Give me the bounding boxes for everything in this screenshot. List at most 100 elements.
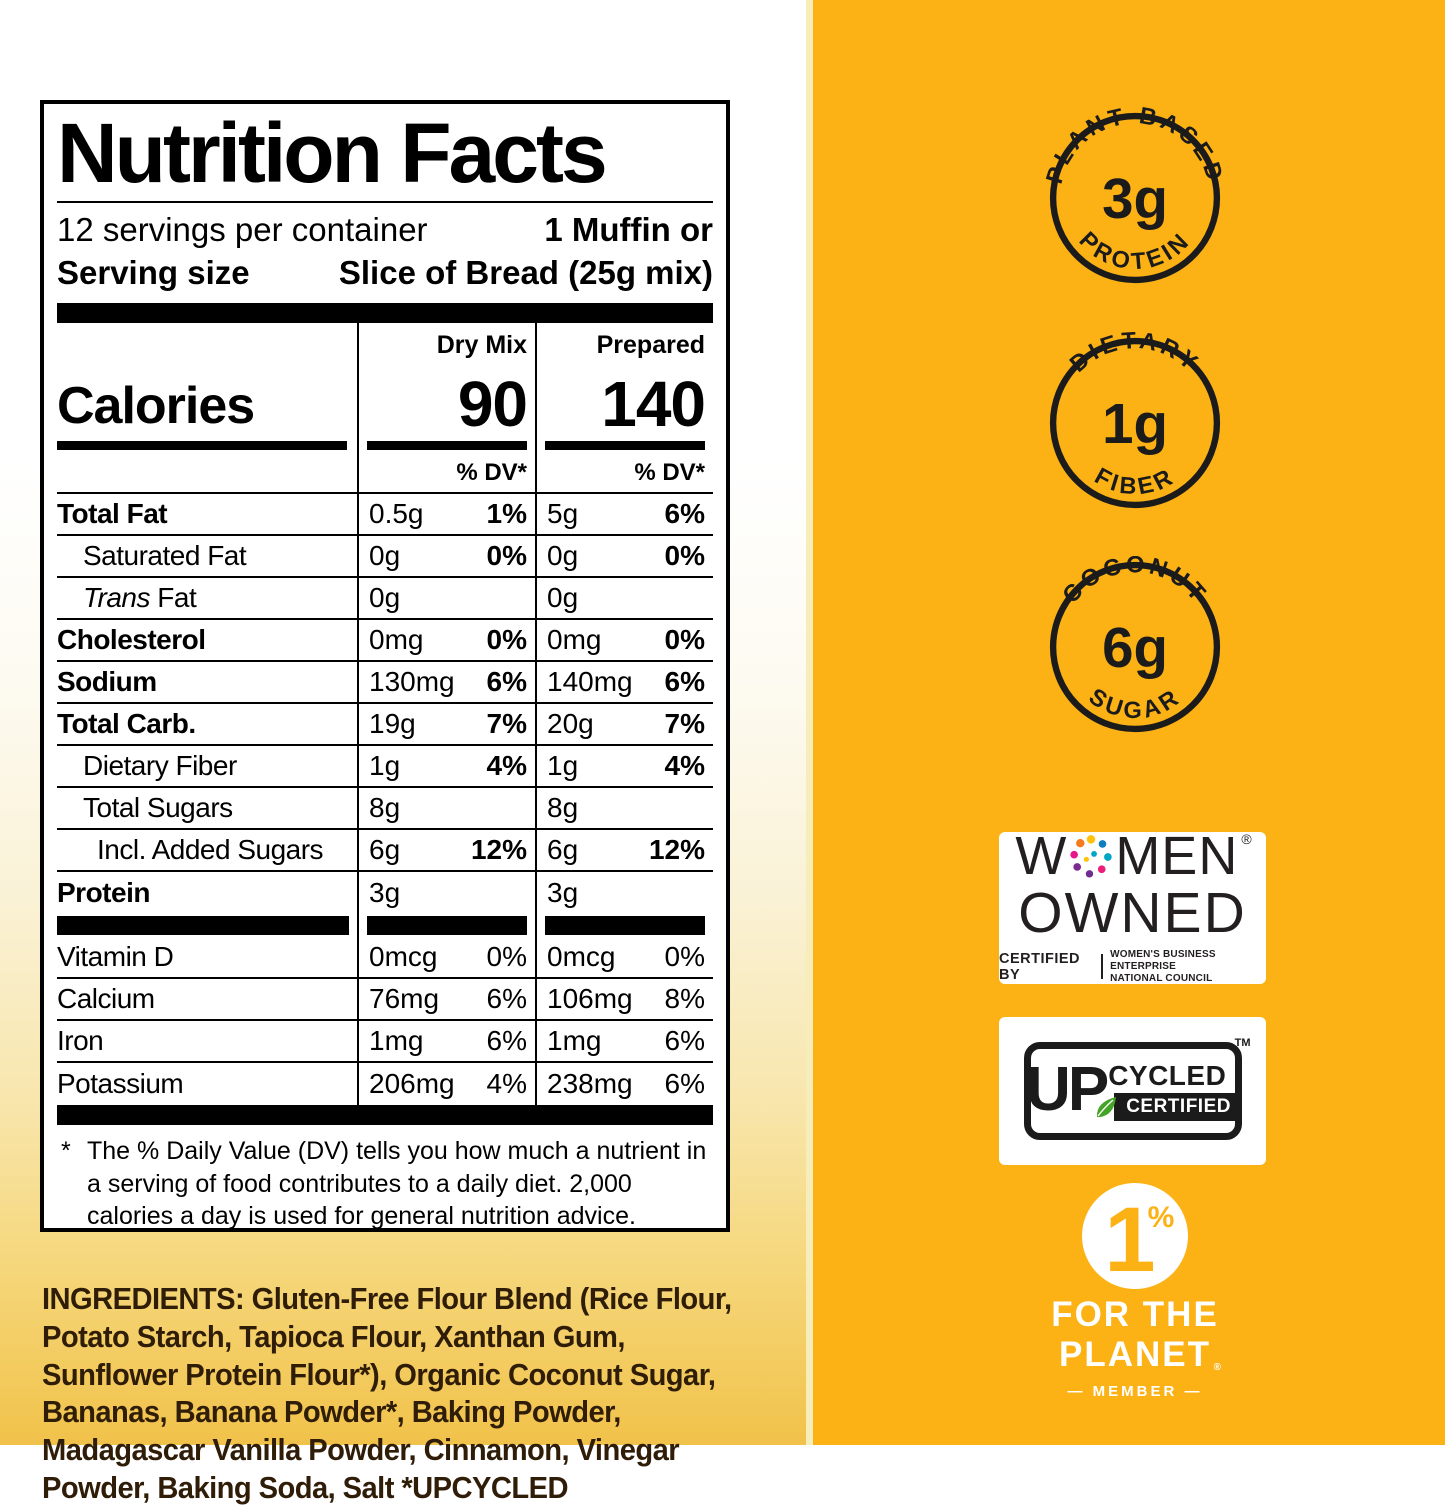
prepared-cell: 20g 7%	[535, 704, 713, 747]
women-owned-certification: W MEN ® OWNED CERTIFIED BY WOMEN'S BUSIN…	[999, 826, 1266, 985]
badge-top-text: DIETARY	[1065, 332, 1201, 378]
badge-ring	[1049, 561, 1221, 733]
badge-value: 6g	[1102, 616, 1168, 679]
amount: 0g	[369, 582, 401, 614]
dietary-fiber-badge: DIETARY FIBER 1g	[1049, 332, 1221, 509]
nutrient-name: Trans Fat	[83, 582, 197, 614]
right-panel: PLANT-BASED PROTEIN 3g DIETARY FIBER 1g …	[813, 0, 1445, 1445]
daily-value: 0%	[486, 540, 527, 572]
dry-mix-cell: 130mg 6%	[357, 662, 535, 705]
calories-underline	[57, 438, 357, 451]
daily-value: 6%	[664, 1025, 705, 1057]
trademark-mark: TM	[1234, 1037, 1251, 1049]
nutrient-name: Dietary Fiber	[83, 750, 237, 782]
upcycled-logo-frame: TM UP CYCLED CERTIFIED	[1023, 1037, 1251, 1140]
daily-value: 0%	[664, 941, 705, 973]
nutrient-name: Sodium	[57, 666, 157, 698]
prepared-cell: 1mg 6%	[535, 1021, 713, 1064]
nutrient-name: Total Carb.	[57, 708, 196, 740]
ingredients-label: INGREDIENTS:	[42, 1281, 245, 1316]
daily-value: 6%	[664, 498, 705, 530]
dry-mix-cell: 19g 7%	[357, 704, 535, 747]
daily-value: 6%	[486, 1025, 527, 1057]
nutrition-table: Dry Mix Prepared Calories 90 140 % DV* %…	[57, 323, 713, 1106]
nutrient-row: Sodium	[57, 662, 357, 705]
prepared-cell: 140mg 6%	[535, 662, 713, 705]
prepared-cell: 0mcg 0%	[535, 937, 713, 980]
women-owned-w: W	[1015, 826, 1068, 887]
prepared-column-header: Prepared	[535, 323, 713, 366]
prepared-cell: 6g 12%	[535, 830, 713, 873]
section-separator-bar	[535, 914, 713, 938]
registered-mark: ®	[1241, 831, 1253, 848]
daily-value: 4%	[486, 750, 527, 782]
nutrition-facts-panel: Nutrition Facts 12 servings per containe…	[40, 100, 730, 1232]
nutrient-name: Vitamin D	[57, 941, 174, 973]
badge-bottom-text: FIBER	[1090, 463, 1176, 500]
amount: 19g	[369, 708, 416, 740]
nutrient-row: Total Fat	[57, 494, 357, 537]
prepared-cell: 0mg 0%	[535, 620, 713, 663]
vertical-divider	[1101, 954, 1104, 980]
upcycled-up-text: UP	[1026, 1055, 1109, 1125]
daily-value: 4%	[664, 750, 705, 782]
calories-dry-value: 90	[357, 365, 535, 439]
nutrient-name: Potassium	[57, 1068, 184, 1100]
nutrient-name: Iron	[57, 1025, 104, 1057]
footnote-asterisk: *	[61, 1137, 71, 1166]
amount: 0.5g	[369, 498, 424, 530]
nutrient-name: Total Sugars	[83, 792, 233, 824]
dry-mix-cell: 0mcg 0%	[357, 937, 535, 980]
nutrient-row: Potassium	[57, 1063, 357, 1105]
amount: 6g	[547, 834, 579, 866]
daily-value: 4%	[486, 1068, 527, 1100]
upcycled-cycled-text: CYCLED	[1108, 1059, 1227, 1091]
amount: 1g	[369, 750, 401, 782]
daily-value: 8%	[664, 983, 705, 1015]
amount: 8g	[369, 792, 401, 824]
dry-mix-cell: 206mg 4%	[357, 1063, 535, 1106]
certifying-org: WOMEN'S BUSINESS ENTERPRISE NATIONAL COU…	[1110, 949, 1266, 985]
calories-underline	[357, 438, 535, 451]
badge-ring	[1049, 112, 1221, 284]
amount: 1mg	[547, 1025, 602, 1057]
amount: 3g	[547, 877, 579, 909]
daily-value: 12%	[648, 834, 705, 866]
nutrient-row: Cholesterol	[57, 620, 357, 663]
registered-mark: ®	[1213, 1362, 1223, 1373]
certified-by-label: CERTIFIED BY	[999, 950, 1081, 983]
amount: 3g	[369, 877, 401, 909]
prepared-cell: 3g	[535, 872, 713, 915]
daily-value: 7%	[664, 708, 705, 740]
dry-mix-cell: 0mg 0%	[357, 620, 535, 663]
percent-sign: %	[1148, 1201, 1175, 1234]
amount: 8g	[547, 792, 579, 824]
calories-label: Calories	[57, 377, 255, 436]
org-line1: WOMEN'S BUSINESS ENTERPRISE	[1110, 948, 1216, 972]
amount: 0g	[369, 540, 401, 572]
nutrient-row: Total Sugars	[57, 788, 357, 831]
prepared-cell: 106mg 8%	[535, 979, 713, 1022]
daily-value: 1%	[486, 498, 527, 530]
planet-text: PLANET ®	[1059, 1335, 1223, 1374]
thick-separator-bar	[57, 303, 713, 324]
serving-size-label: Serving size	[57, 254, 250, 292]
panel-divider	[806, 0, 813, 1445]
dry-mix-cell: 6g 12%	[357, 830, 535, 873]
dv-header-prepared: % DV*	[535, 450, 713, 495]
ingredients-upcycled-note: *UPCYCLED	[401, 1470, 568, 1506]
upcycled-certified-card: TM UP CYCLED CERTIFIED	[999, 1017, 1266, 1165]
serving-size-value-line2: Slice of Bread (25g mix)	[338, 254, 713, 292]
daily-value: 0%	[486, 941, 527, 973]
ingredients: INGREDIENTS: Gluten-Free Flour Blend (Ri…	[42, 1280, 766, 1507]
daily-value: 0%	[664, 540, 705, 572]
prepared-cell: 1g 4%	[535, 746, 713, 789]
daily-value: 6%	[486, 983, 527, 1015]
amount: 1mg	[369, 1025, 424, 1057]
prepared-cell: 0g	[535, 578, 713, 621]
dv-footnote: * The % Daily Value (DV) tells you how m…	[57, 1125, 713, 1233]
nutrient-row: Protein	[57, 872, 357, 914]
nutrient-name: Total Fat	[57, 498, 168, 530]
daily-value: 12%	[470, 834, 527, 866]
prepared-cell: 238mg 6%	[535, 1063, 713, 1106]
